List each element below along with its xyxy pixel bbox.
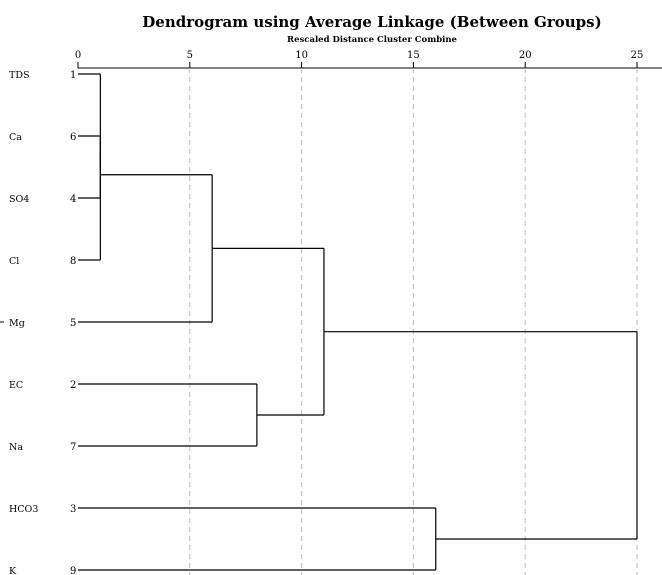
leaf-case-number: 5 xyxy=(70,318,76,329)
leaf-case-number: 8 xyxy=(70,256,76,267)
leaf-label: Mg xyxy=(9,318,25,329)
leaf-case-number: 3 xyxy=(70,504,76,515)
leaf-label: SO4 xyxy=(9,194,29,205)
chart-subtitle: Rescaled Distance Cluster Combine xyxy=(287,35,458,45)
leaf-label: TDS xyxy=(9,70,29,81)
leaf-labels: TDS 1 Ca 6 SO4 4 Cl 8 Mg 5 EC 2 Na 7 HCO3 3 K 9 xyxy=(9,70,76,575)
leaf-label: K xyxy=(9,566,17,575)
x-tick-label: 15 xyxy=(407,50,420,61)
leaf-case-number: 6 xyxy=(70,132,76,143)
x-tick-label: 20 xyxy=(519,50,532,61)
leaf-case-number: 4 xyxy=(70,194,76,205)
leaf-case-number: 2 xyxy=(70,380,76,391)
leaf-case-number: 1 xyxy=(70,70,76,81)
leaf-label: Na xyxy=(9,442,23,453)
leaf-label: EC xyxy=(9,380,23,391)
dendrogram-links xyxy=(78,73,638,571)
x-tick-label: 10 xyxy=(295,50,308,61)
x-axis-ticks: 0 5 10 15 20 25 xyxy=(75,50,644,68)
x-tick-label: 5 xyxy=(187,50,193,61)
x-tick-label: 25 xyxy=(631,50,644,61)
leaf-case-number: 9 xyxy=(70,566,76,575)
grid-lines xyxy=(189,68,638,575)
chart-title: Dendrogram using Average Linkage (Betwee… xyxy=(142,13,601,31)
x-tick-label: 0 xyxy=(75,50,81,61)
leaf-case-number: 7 xyxy=(70,442,76,453)
leaf-label: Ca xyxy=(9,132,22,143)
leaf-label: Cl xyxy=(9,256,19,267)
leaf-label: HCO3 xyxy=(9,504,38,515)
